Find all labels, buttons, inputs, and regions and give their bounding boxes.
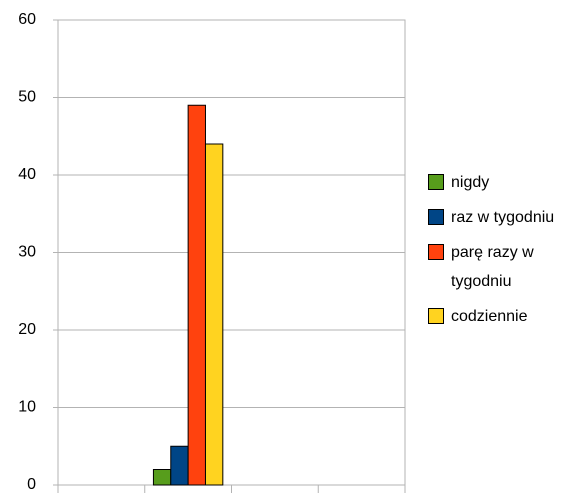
legend-label: raz w tygodniu	[451, 209, 555, 226]
y-tick-label: 10	[18, 399, 36, 416]
legend-item: nigdy	[428, 168, 563, 197]
legend-swatch	[428, 174, 444, 190]
y-tick-label: 0	[27, 476, 36, 493]
y-tick-label: 40	[18, 166, 36, 183]
bar	[152, 469, 172, 486]
bar	[204, 143, 224, 486]
legend-swatch	[428, 244, 444, 260]
legend: nigdy raz w tygodniu parę razy w tygodniu c…	[428, 168, 563, 337]
legend-item: raz w tygodniu	[428, 203, 563, 232]
legend-label: nigdy	[451, 174, 490, 191]
legend-swatch	[428, 209, 444, 225]
y-tick-label: 60	[18, 11, 36, 28]
y-tick-label: 20	[18, 321, 36, 338]
legend-label: codziennie	[451, 308, 528, 325]
bar	[170, 445, 189, 486]
legend-label: parę razy w tygodniu	[451, 244, 534, 290]
bar	[187, 104, 206, 486]
y-tick-label: 50	[18, 89, 36, 106]
legend-swatch	[428, 308, 444, 324]
legend-item: codziennie	[428, 302, 563, 331]
legend-item: parę razy w tygodniu	[428, 238, 563, 296]
y-tick-label: 30	[18, 244, 36, 261]
